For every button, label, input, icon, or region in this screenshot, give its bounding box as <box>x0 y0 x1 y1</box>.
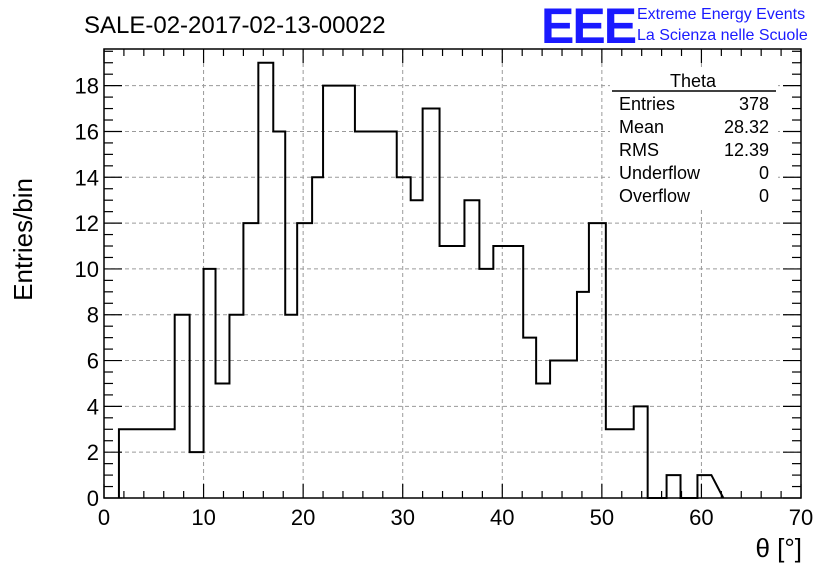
stats-value-rms: 12.39 <box>724 140 769 160</box>
y-tick-label: 18 <box>75 74 99 99</box>
x-axis-label: θ [°] <box>755 533 802 563</box>
stats-box-bg <box>610 69 778 209</box>
stats-title: Theta <box>670 71 717 91</box>
y-axis-label: Entries/bin <box>8 178 38 301</box>
x-tick-label: 20 <box>291 505 315 530</box>
x-tick-label: 30 <box>390 505 414 530</box>
y-tick-label: 0 <box>87 486 99 511</box>
tick-labels: 0 10 20 30 40 50 60 70 0 2 4 6 8 10 12 14 16 18 <box>75 74 814 530</box>
eee-logo: EEE <box>541 0 636 54</box>
logo-line-2: La Scienza nelle Scuole <box>637 27 808 44</box>
x-tick-label: 40 <box>490 505 514 530</box>
stats-value-underflow: 0 <box>759 163 769 183</box>
histogram-line <box>117 61 725 499</box>
plot-frame <box>103 48 802 499</box>
x-tick-label: 50 <box>590 505 614 530</box>
logo-line-1: Extreme Energy Events <box>637 6 805 23</box>
stats-rows: Entries 378 Mean 28.32 RMS 12.39 Underflow 0 Ove… <box>619 94 769 206</box>
y-tick-label: 8 <box>87 303 99 328</box>
x-tick-label: 0 <box>98 505 110 530</box>
stats-box: Theta Entries 378 Mean 28.32 RMS 12.39 Underfl… <box>610 69 778 209</box>
stats-label-mean: Mean <box>619 117 664 137</box>
y-tick-label: 16 <box>75 119 99 144</box>
stats-label-underflow: Underflow <box>619 163 701 183</box>
y-tick-label: 12 <box>75 211 99 236</box>
stats-value-mean: 28.32 <box>724 117 769 137</box>
x-tick-label: 60 <box>689 505 713 530</box>
y-tick-label: 4 <box>87 394 99 419</box>
y-tick-label: 14 <box>75 165 99 190</box>
chart-title: SALE-02-2017-02-13-00022 <box>84 12 386 39</box>
stats-label-rms: RMS <box>619 140 659 160</box>
stats-label-entries: Entries <box>619 94 675 114</box>
y-tick-label: 2 <box>87 440 99 465</box>
stats-value-overflow: 0 <box>759 186 769 206</box>
x-tick-label: 70 <box>789 505 813 530</box>
stats-value-entries: 378 <box>739 94 769 114</box>
x-tick-label: 10 <box>191 505 215 530</box>
stats-label-overflow: Overflow <box>619 186 691 206</box>
y-tick-label: 6 <box>87 349 99 374</box>
y-tick-label: 10 <box>75 257 99 282</box>
